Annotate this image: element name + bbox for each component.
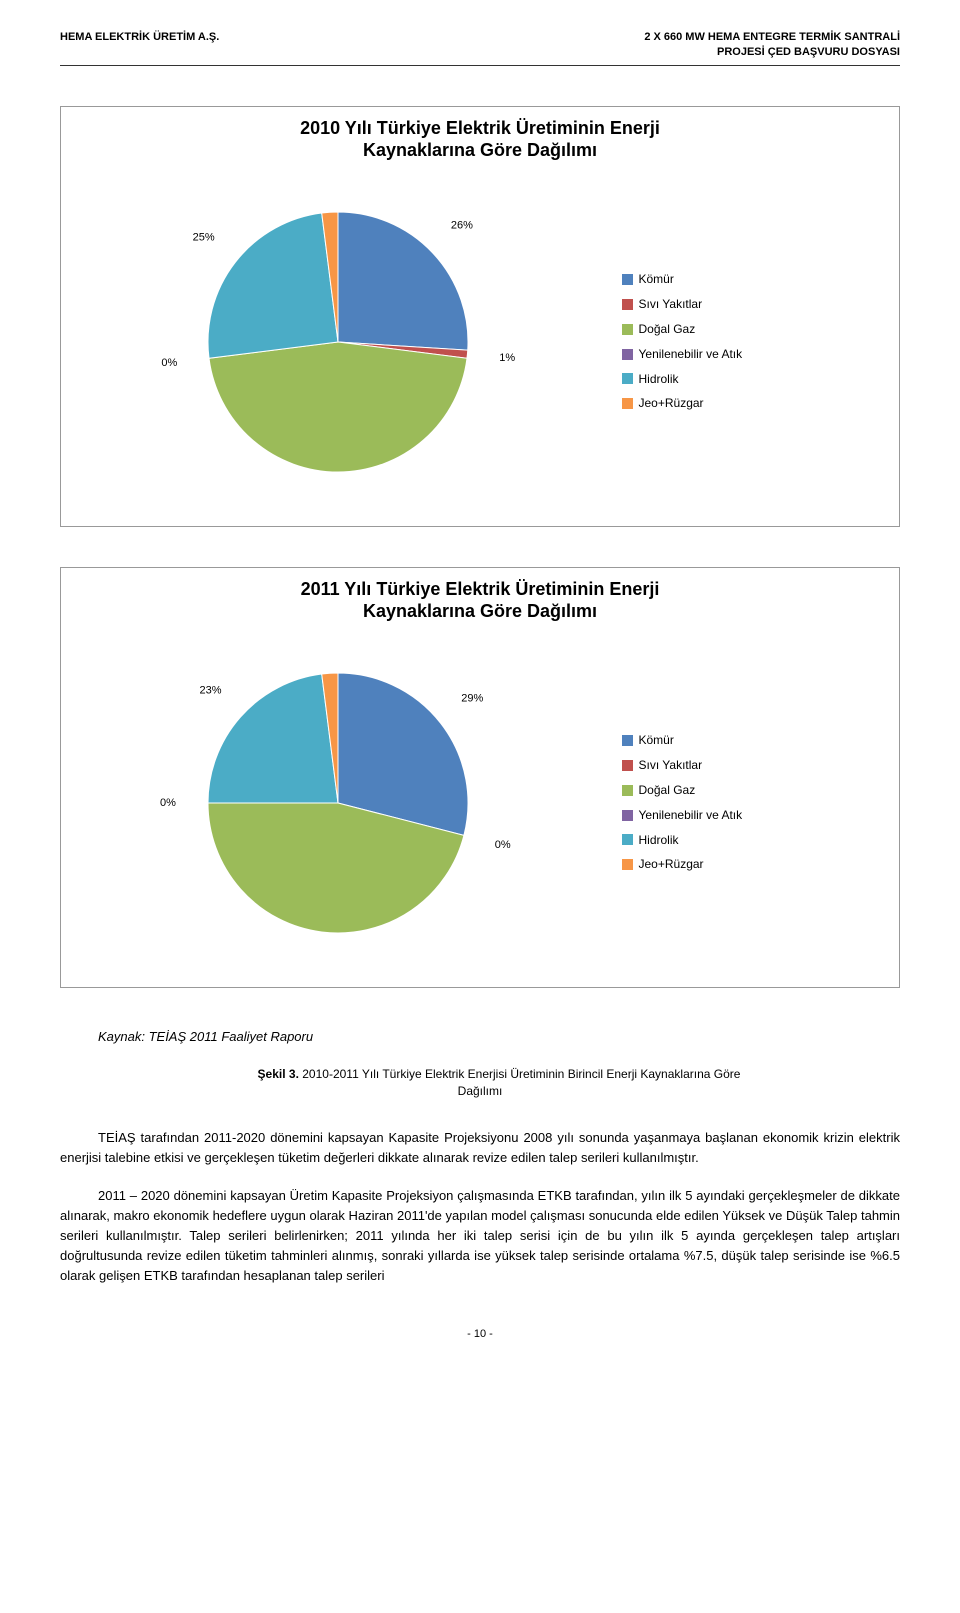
pie-slice [208, 674, 338, 803]
legend-swatch [622, 349, 633, 360]
chart-source-text: Kaynak: TEİAŞ 2011 Faaliyet Raporu [98, 1029, 313, 1044]
paragraph-2: 2011 – 2020 dönemini kapsayan Üretim Kap… [60, 1186, 900, 1287]
legend-label: Doğal Gaz [639, 321, 696, 338]
figure-caption-prefix: Şekil 3. [258, 1067, 303, 1081]
legend-swatch [622, 810, 633, 821]
pie-slice [208, 213, 338, 358]
legend-label: Kömür [639, 271, 674, 288]
chart-source: Kaynak: TEİAŞ 2011 Faaliyet Raporu [60, 1028, 900, 1046]
legend-swatch [622, 274, 633, 285]
legend-item: Kömür [622, 271, 886, 288]
chart-2011-title: 2011 Yılı Türkiye Elektrik Üretiminin En… [75, 578, 885, 623]
legend-item: Sıvı Yakıtlar [622, 296, 886, 313]
figure-caption-rest: 2010-2011 Yılı Türkiye Elektrik Enerjisi… [302, 1067, 740, 1081]
chart-2010-title-line1: 2010 Yılı Türkiye Elektrik Üretiminin En… [300, 118, 660, 138]
pie-slice [338, 212, 468, 350]
chart-2010-pie: 26%1%46%0%25%2% [75, 172, 602, 512]
legend-item: Jeo+Rüzgar [622, 856, 886, 873]
pie-label: 29% [462, 692, 484, 704]
figure-caption: Şekil 3. 2010-2011 Yılı Türkiye Elektrik… [60, 1066, 900, 1100]
legend-swatch [622, 785, 633, 796]
legend-item: Sıvı Yakıtlar [622, 757, 886, 774]
chart-2010-title: 2010 Yılı Türkiye Elektrik Üretiminin En… [75, 117, 885, 162]
legend-swatch [622, 834, 633, 845]
legend-label: Yenilenebilir ve Atık [639, 807, 743, 824]
pie-label: 0% [162, 357, 178, 369]
pie-label: 1% [500, 352, 516, 364]
paragraph-2-text: 2011 – 2020 dönemini kapsayan Üretim Kap… [60, 1188, 900, 1284]
header-right-line1: 2 X 660 MW HEMA ENTEGRE TERMİK SANTRALİ [644, 30, 900, 45]
legend-item: Jeo+Rüzgar [622, 395, 886, 412]
legend-label: Jeo+Rüzgar [639, 395, 704, 412]
legend-swatch [622, 760, 633, 771]
chart-2010-title-line2: Kaynaklarına Göre Dağılımı [363, 140, 597, 160]
legend-swatch [622, 735, 633, 746]
legend-label: Yenilenebilir ve Atık [639, 346, 743, 363]
legend-label: Doğal Gaz [639, 782, 696, 799]
pie-label: 0% [495, 839, 511, 851]
legend-label: Kömür [639, 732, 674, 749]
legend-item: Kömür [622, 732, 886, 749]
pie-2010-svg: 26%1%46%0%25%2% [128, 182, 548, 502]
paragraph-1: TEİAŞ tarafından 2011-2020 dönemini kaps… [60, 1128, 900, 1168]
legend-swatch [622, 324, 633, 335]
pie-label: 0% [160, 797, 176, 809]
pie-label: 23% [200, 684, 222, 696]
header-left: HEMA ELEKTRİK ÜRETİM A.Ş. [60, 30, 219, 61]
header-right: 2 X 660 MW HEMA ENTEGRE TERMİK SANTRALİ … [644, 30, 900, 61]
legend-swatch [622, 859, 633, 870]
pie-2011-svg: 29%0%46%0%23%2% [128, 643, 548, 963]
header-right-line2: PROJESİ ÇED BAŞVURU DOSYASI [644, 45, 900, 60]
page-number: - 10 - [60, 1327, 900, 1342]
legend-item: Hidrolik [622, 371, 886, 388]
pie-label: 25% [193, 231, 215, 243]
chart-2010: 2010 Yılı Türkiye Elektrik Üretiminin En… [60, 106, 900, 527]
paragraph-1-text: TEİAŞ tarafından 2011-2020 dönemini kaps… [60, 1130, 900, 1165]
legend-item: Yenilenebilir ve Atık [622, 346, 886, 363]
chart-2011-legend: Kömür Sıvı Yakıtlar Doğal Gaz Yenilenebilir… [622, 732, 886, 873]
chart-2011-title-line1: 2011 Yılı Türkiye Elektrik Üretiminin En… [301, 579, 660, 599]
legend-label: Hidrolik [639, 371, 679, 388]
legend-label: Sıvı Yakıtlar [639, 757, 703, 774]
legend-item: Yenilenebilir ve Atık [622, 807, 886, 824]
legend-item: Hidrolik [622, 832, 886, 849]
chart-2011-title-line2: Kaynaklarına Göre Dağılımı [363, 601, 597, 621]
legend-swatch [622, 398, 633, 409]
figure-caption-line2: Dağılımı [458, 1084, 503, 1098]
page-header: HEMA ELEKTRİK ÜRETİM A.Ş. 2 X 660 MW HEM… [60, 30, 900, 66]
legend-item: Doğal Gaz [622, 782, 886, 799]
legend-swatch [622, 373, 633, 384]
legend-label: Jeo+Rüzgar [639, 856, 704, 873]
legend-label: Hidrolik [639, 832, 679, 849]
chart-2011: 2011 Yılı Türkiye Elektrik Üretiminin En… [60, 567, 900, 988]
chart-2010-legend: Kömür Sıvı Yakıtlar Doğal Gaz Yenilenebilir… [622, 271, 886, 412]
pie-label: 26% [451, 219, 473, 231]
chart-2011-pie: 29%0%46%0%23%2% [75, 633, 602, 973]
pie-slice [209, 342, 467, 472]
legend-item: Doğal Gaz [622, 321, 886, 338]
legend-label: Sıvı Yakıtlar [639, 296, 703, 313]
legend-swatch [622, 299, 633, 310]
